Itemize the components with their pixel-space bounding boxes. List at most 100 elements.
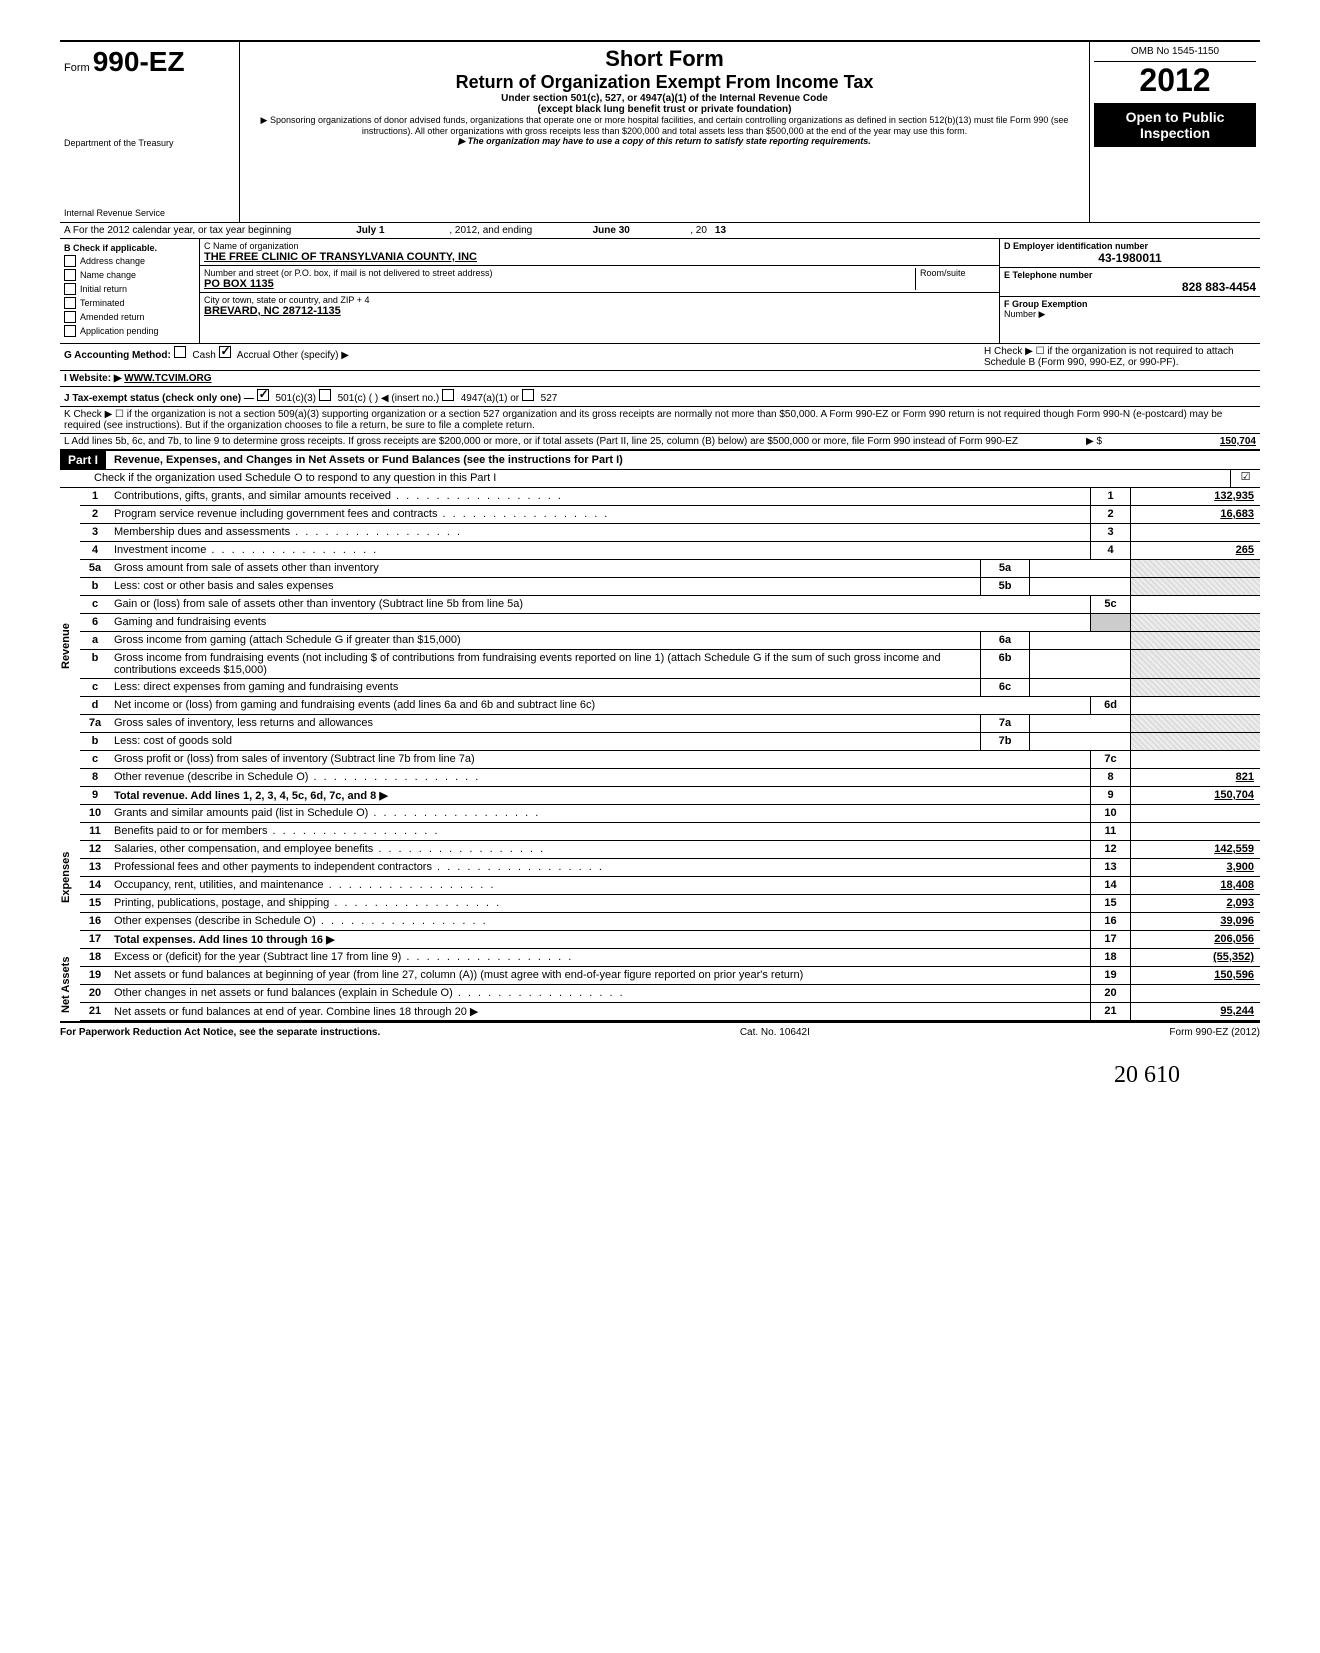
part1-header: Part I Revenue, Expenses, and Changes in…	[60, 449, 1260, 470]
city-label: City or town, state or country, and ZIP …	[204, 295, 995, 305]
line-5a: 5aGross amount from sale of assets other…	[80, 560, 1260, 578]
form-990ez: Form 990-EZ Department of the Treasury I…	[60, 40, 1260, 1089]
form-prefix: Form	[64, 62, 90, 74]
l-amount: 150,704	[1126, 436, 1256, 447]
tel-label: E Telephone number	[1004, 270, 1256, 280]
line-6a: aGross income from gaming (attach Schedu…	[80, 632, 1260, 650]
footer: For Paperwork Reduction Act Notice, see …	[60, 1021, 1260, 1042]
part1-checkbox[interactable]: ☑	[1230, 470, 1260, 487]
cb-accrual[interactable]	[219, 346, 231, 358]
org-name: THE FREE CLINIC OF TRANSYLVANIA COUNTY, …	[204, 251, 995, 263]
line-6: 6Gaming and fundraising events	[80, 614, 1260, 632]
cb-amended[interactable]: Amended return	[64, 311, 195, 323]
room-label: Room/suite	[915, 268, 995, 290]
cb-501c3[interactable]	[257, 389, 269, 401]
cb-cash[interactable]	[174, 346, 186, 358]
expenses-side-label: Expenses	[60, 805, 80, 949]
line-6d: dNet income or (loss) from gaming and fu…	[80, 697, 1260, 715]
cb-501c[interactable]	[319, 389, 331, 401]
line-19: 19Net assets or fund balances at beginni…	[80, 967, 1260, 985]
tel-value: 828 883-4454	[1004, 280, 1256, 294]
line-16: 16Other expenses (describe in Schedule O…	[80, 913, 1260, 931]
d-grp-row: F Group Exemption Number ▶	[1000, 297, 1260, 322]
header-right: OMB No 1545-1150 2012 Open to Public Ins…	[1090, 42, 1260, 222]
netassets-section: Net Assets 18Excess or (deficit) for the…	[60, 949, 1260, 1021]
row-a-yr: 13	[711, 225, 730, 236]
year-bold: 12	[1175, 62, 1211, 98]
line-9: 9Total revenue. Add lines 1, 2, 3, 4, 5c…	[80, 787, 1260, 805]
year-prefix: 20	[1139, 62, 1175, 98]
row-l: L Add lines 5b, 6c, and 7b, to line 9 to…	[60, 434, 1260, 449]
row-g: G Accounting Method: Cash Accrual Other …	[60, 344, 1260, 371]
row-a-suffix: , 20	[686, 225, 711, 236]
line-15: 15Printing, publications, postage, and s…	[80, 895, 1260, 913]
part1-title: Revenue, Expenses, and Changes in Net As…	[106, 452, 1260, 468]
part1-check-row: Check if the organization used Schedule …	[60, 470, 1260, 488]
row-k: K Check ▶ ☐ if the organization is not a…	[60, 407, 1260, 434]
footer-right: Form 990-EZ (2012)	[1169, 1027, 1260, 1038]
line-17: 17Total expenses. Add lines 10 through 1…	[80, 931, 1260, 949]
form-header: Form 990-EZ Department of the Treasury I…	[60, 40, 1260, 223]
line-7b: bLess: cost of goods sold7b	[80, 733, 1260, 751]
tax-year: 2012	[1094, 62, 1256, 99]
dept-irs: Internal Revenue Service	[64, 208, 235, 218]
b-label: B Check if applicable.	[64, 243, 195, 253]
line-6b: bGross income from fundraising events (n…	[80, 650, 1260, 679]
section-bcd: B Check if applicable. Address change Na…	[60, 239, 1260, 344]
d-tel-row: E Telephone number 828 883-4454	[1000, 268, 1260, 297]
col-d: D Employer identification number 43-1980…	[1000, 239, 1260, 343]
ein-label: D Employer identification number	[1004, 241, 1256, 251]
line-14: 14Occupancy, rent, utilities, and mainte…	[80, 877, 1260, 895]
cb-terminated[interactable]: Terminated	[64, 297, 195, 309]
line-2: 2Program service revenue including gover…	[80, 506, 1260, 524]
header-note1: ▶ Sponsoring organizations of donor advi…	[248, 115, 1081, 136]
cb-address-change[interactable]: Address change	[64, 255, 195, 267]
grp-label: F Group Exemption	[1004, 299, 1256, 309]
part1-label: Part I	[60, 451, 106, 469]
cb-4947[interactable]	[442, 389, 454, 401]
line-7a: 7aGross sales of inventory, less returns…	[80, 715, 1260, 733]
line-12: 12Salaries, other compensation, and empl…	[80, 841, 1260, 859]
org-addr: PO BOX 1135	[204, 278, 915, 290]
line-20: 20Other changes in net assets or fund ba…	[80, 985, 1260, 1003]
c-addr-row: Number and street (or P.O. box, if mail …	[200, 266, 999, 293]
addr-label: Number and street (or P.O. box, if mail …	[204, 268, 915, 278]
part1-check-text: Check if the organization used Schedule …	[90, 470, 1230, 487]
footer-left: For Paperwork Reduction Act Notice, see …	[60, 1027, 380, 1038]
header-left: Form 990-EZ Department of the Treasury I…	[60, 42, 240, 222]
cb-527[interactable]	[522, 389, 534, 401]
row-a-begin: July 1	[295, 225, 445, 236]
line-11: 11Benefits paid to or for members11	[80, 823, 1260, 841]
handwritten-note: 20 610	[60, 1062, 1180, 1089]
i-label: I Website: ▶	[64, 373, 122, 384]
ein-value: 43-1980011	[1004, 251, 1256, 265]
line-7c: cGross profit or (loss) from sales of in…	[80, 751, 1260, 769]
cb-pending[interactable]: Application pending	[64, 325, 195, 337]
row-h: H Check ▶ ☐ if the organization is not r…	[980, 344, 1260, 370]
line-18: 18Excess or (deficit) for the year (Subt…	[80, 949, 1260, 967]
website-value: WWW.TCVIM.ORG	[124, 373, 211, 384]
netassets-side-label: Net Assets	[60, 949, 80, 1021]
return-title: Return of Organization Exempt From Incom…	[248, 72, 1081, 93]
cb-initial-return[interactable]: Initial return	[64, 283, 195, 295]
line-5b: bLess: cost or other basis and sales exp…	[80, 578, 1260, 596]
subtitle2: (except black lung benefit trust or priv…	[248, 104, 1081, 115]
footer-mid: Cat. No. 10642I	[740, 1027, 810, 1038]
j-label: J Tax-exempt status (check only one) —	[64, 393, 254, 404]
g-label: G Accounting Method:	[64, 350, 171, 361]
form-number: 990-EZ	[93, 46, 185, 77]
revenue-side-label: Revenue	[60, 488, 80, 805]
l-arrow: ▶ $	[1086, 436, 1126, 447]
l-text: L Add lines 5b, 6c, and 7b, to line 9 to…	[64, 436, 1086, 447]
line-6c: cLess: direct expenses from gaming and f…	[80, 679, 1260, 697]
cb-name-change[interactable]: Name change	[64, 269, 195, 281]
header-center: Short Form Return of Organization Exempt…	[240, 42, 1090, 222]
subtitle1: Under section 501(c), 527, or 4947(a)(1)…	[248, 93, 1081, 104]
grp-label2: Number ▶	[1004, 309, 1256, 320]
line-4: 4Investment income4265	[80, 542, 1260, 560]
col-c: C Name of organization THE FREE CLINIC O…	[200, 239, 1000, 343]
row-a-end: June 30	[536, 225, 686, 236]
expenses-section: Expenses 10Grants and similar amounts pa…	[60, 805, 1260, 949]
line-5c: cGain or (loss) from sale of assets othe…	[80, 596, 1260, 614]
row-i: I Website: ▶ WWW.TCVIM.ORG	[60, 371, 1260, 387]
